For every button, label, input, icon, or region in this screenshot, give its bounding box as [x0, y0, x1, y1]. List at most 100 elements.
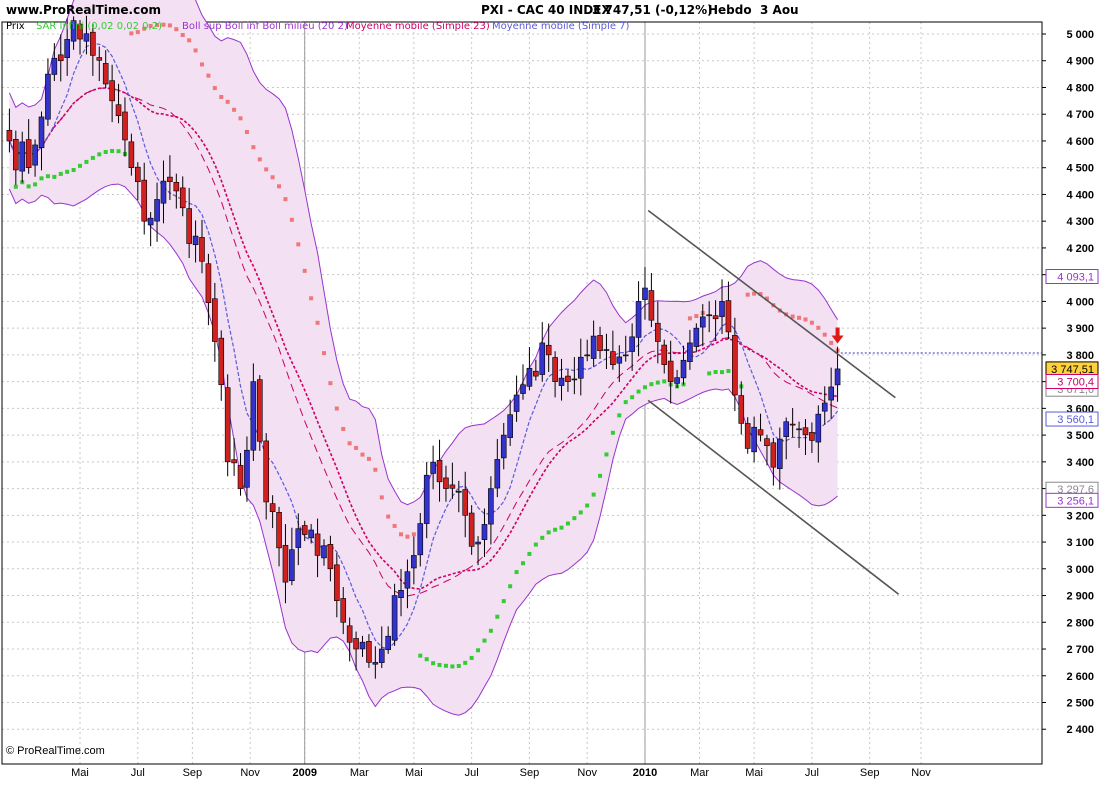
candle-body[interactable]: [411, 555, 417, 569]
candle-body[interactable]: [648, 290, 655, 321]
candle[interactable]: [417, 513, 424, 567]
candle[interactable]: [141, 162, 148, 235]
candle[interactable]: [616, 345, 623, 383]
candle-body[interactable]: [199, 237, 205, 262]
candle-body[interactable]: [64, 39, 70, 58]
candle[interactable]: [102, 50, 109, 89]
candle-body[interactable]: [462, 489, 469, 516]
candle-body[interactable]: [289, 549, 295, 582]
candle-body[interactable]: [699, 316, 706, 328]
candle[interactable]: [513, 375, 520, 422]
candle-body[interactable]: [346, 625, 353, 643]
candle-body[interactable]: [250, 381, 257, 451]
candle-body[interactable]: [776, 438, 783, 469]
candle[interactable]: [655, 301, 661, 364]
candle[interactable]: [783, 417, 790, 460]
candle[interactable]: [667, 340, 674, 404]
candle-body[interactable]: [122, 111, 128, 141]
candle[interactable]: [828, 367, 834, 420]
candle-body[interactable]: [526, 367, 533, 387]
candle[interactable]: [256, 375, 263, 451]
candle[interactable]: [610, 330, 616, 370]
candle[interactable]: [295, 513, 302, 566]
candle-body[interactable]: [488, 488, 494, 525]
candle[interactable]: [834, 346, 841, 402]
candle[interactable]: [6, 108, 13, 153]
candle[interactable]: [160, 160, 167, 224]
candle-body[interactable]: [577, 356, 584, 379]
candle-body[interactable]: [366, 641, 372, 663]
candle-body[interactable]: [674, 377, 680, 384]
candle-body[interactable]: [128, 141, 135, 169]
candle-body[interactable]: [327, 544, 334, 570]
candle[interactable]: [597, 326, 603, 359]
candle[interactable]: [269, 495, 276, 529]
candle[interactable]: [366, 634, 372, 668]
candle-body[interactable]: [417, 523, 424, 556]
candle-body[interactable]: [622, 354, 629, 357]
candle[interactable]: [77, 19, 83, 55]
candle-body[interactable]: [796, 428, 802, 431]
candle[interactable]: [661, 339, 668, 374]
candle[interactable]: [263, 433, 270, 520]
candle-body[interactable]: [629, 336, 635, 352]
candle-body[interactable]: [109, 80, 115, 102]
candle-body[interactable]: [115, 104, 122, 117]
candle[interactable]: [539, 322, 546, 382]
candle-body[interactable]: [661, 344, 668, 365]
candle[interactable]: [353, 631, 359, 671]
candle-body[interactable]: [334, 564, 340, 601]
candle-body[interactable]: [603, 349, 610, 351]
candle-body[interactable]: [224, 387, 231, 463]
candle[interactable]: [212, 282, 218, 362]
candle-body[interactable]: [744, 423, 751, 449]
candle-body[interactable]: [655, 322, 661, 342]
candle[interactable]: [154, 182, 160, 242]
candle-body[interactable]: [552, 357, 558, 382]
candle-body[interactable]: [533, 370, 539, 377]
candle[interactable]: [218, 330, 225, 401]
candle[interactable]: [122, 97, 128, 157]
candle-body[interactable]: [455, 490, 462, 493]
candle-body[interactable]: [6, 129, 13, 142]
candle-body[interactable]: [398, 589, 404, 598]
candle-body[interactable]: [340, 598, 347, 623]
candle[interactable]: [308, 523, 314, 544]
candle[interactable]: [443, 465, 449, 502]
candle-body[interactable]: [154, 199, 160, 222]
candle[interactable]: [680, 345, 687, 385]
candle[interactable]: [584, 339, 591, 362]
candle-body[interactable]: [205, 263, 212, 303]
candle[interactable]: [430, 445, 436, 490]
candle[interactable]: [455, 480, 462, 513]
candle-body[interactable]: [571, 378, 578, 381]
candle[interactable]: [565, 369, 571, 392]
candle[interactable]: [192, 220, 199, 263]
candle[interactable]: [725, 281, 732, 340]
candle[interactable]: [359, 635, 366, 657]
candle-body[interactable]: [565, 375, 571, 382]
candle-body[interactable]: [391, 595, 398, 641]
candle-body[interactable]: [359, 641, 366, 650]
candle-body[interactable]: [802, 427, 809, 436]
candle[interactable]: [321, 539, 327, 566]
candle-body[interactable]: [642, 287, 648, 300]
candle-body[interactable]: [282, 544, 289, 583]
candle[interactable]: [70, 16, 77, 50]
candle-body[interactable]: [764, 438, 770, 447]
candle-body[interactable]: [212, 298, 218, 342]
candle-body[interactable]: [667, 360, 674, 382]
candle[interactable]: [571, 357, 578, 395]
candle-body[interactable]: [815, 413, 822, 443]
candle-body[interactable]: [539, 342, 546, 375]
candle-body[interactable]: [809, 432, 815, 441]
candle[interactable]: [276, 506, 282, 567]
candle-body[interactable]: [584, 354, 591, 357]
candle-body[interactable]: [443, 477, 449, 489]
candle[interactable]: [391, 583, 398, 646]
candle-body[interactable]: [725, 300, 732, 333]
candle-body[interactable]: [32, 144, 38, 166]
candle-body[interactable]: [160, 180, 167, 204]
candle[interactable]: [334, 552, 340, 618]
candle-body[interactable]: [25, 139, 32, 168]
